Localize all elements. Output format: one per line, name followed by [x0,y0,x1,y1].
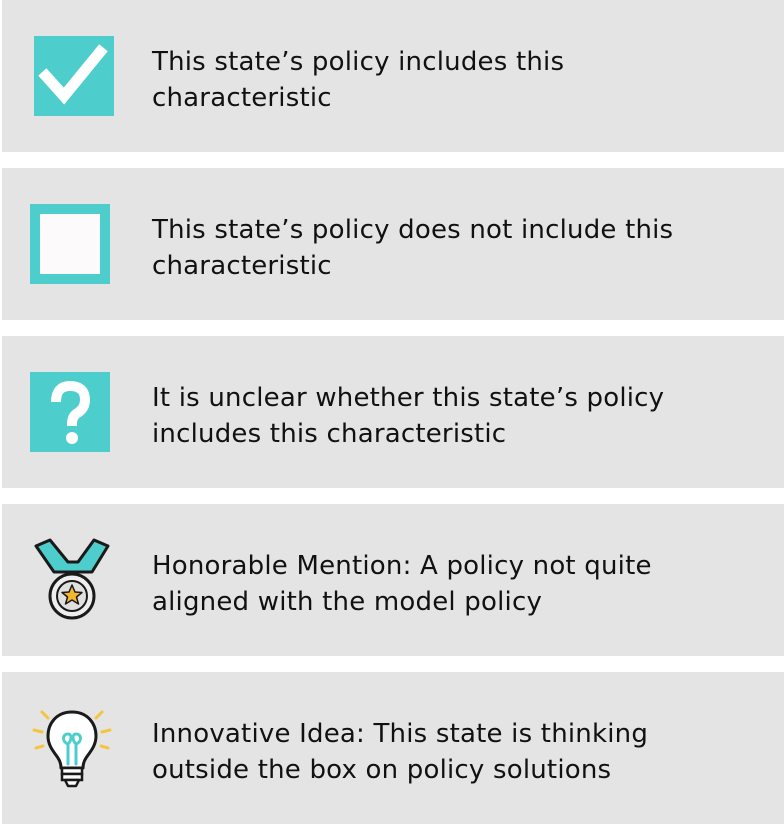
legend-item-label-line-2: includes this characteristic [152,419,507,449]
legend-item-label: This state’s policy does not include thi… [152,212,762,284]
legend-item-innovative-idea: Innovative Idea: This state is thinking … [2,672,784,824]
empty-box-icon [28,200,116,288]
legend-item-label: Honorable Mention: A policy not quite al… [152,548,762,620]
legend-item-label-line-1: Innovative Idea: This state is thinking [152,719,649,749]
lightbulb-icon [28,704,116,792]
legend-item-label: This state’s policy includes this charac… [152,44,762,116]
checked-box-icon [28,32,116,120]
question-mark-icon [28,368,116,456]
legend-item-label-line-2: outside the box on policy solutions [152,755,612,785]
legend-item-label-line-1: Honorable Mention: A policy not quite [152,551,652,581]
legend-item-label-line-1: This state’s policy does not include thi… [152,215,674,245]
legend-item-label: It is unclear whether this state’s polic… [152,380,762,452]
legend-item-label-line-1: It is unclear whether this state’s polic… [152,383,665,413]
legend-item-label-line-2: characteristic [152,83,332,113]
legend-item-not-included: This state’s policy does not include thi… [2,168,784,320]
legend-item-unclear: It is unclear whether this state’s polic… [2,336,784,488]
legend-item-label: Innovative Idea: This state is thinking … [152,716,762,788]
legend-item-label-line-2: aligned with the model policy [152,587,543,617]
legend-item-included: This state’s policy includes this charac… [2,0,784,152]
legend-item-honorable-mention: Honorable Mention: A policy not quite al… [2,504,784,656]
medal-icon [28,536,116,624]
legend-item-label-line-1: This state’s policy includes this [152,47,565,77]
legend-item-label-line-2: characteristic [152,251,332,281]
